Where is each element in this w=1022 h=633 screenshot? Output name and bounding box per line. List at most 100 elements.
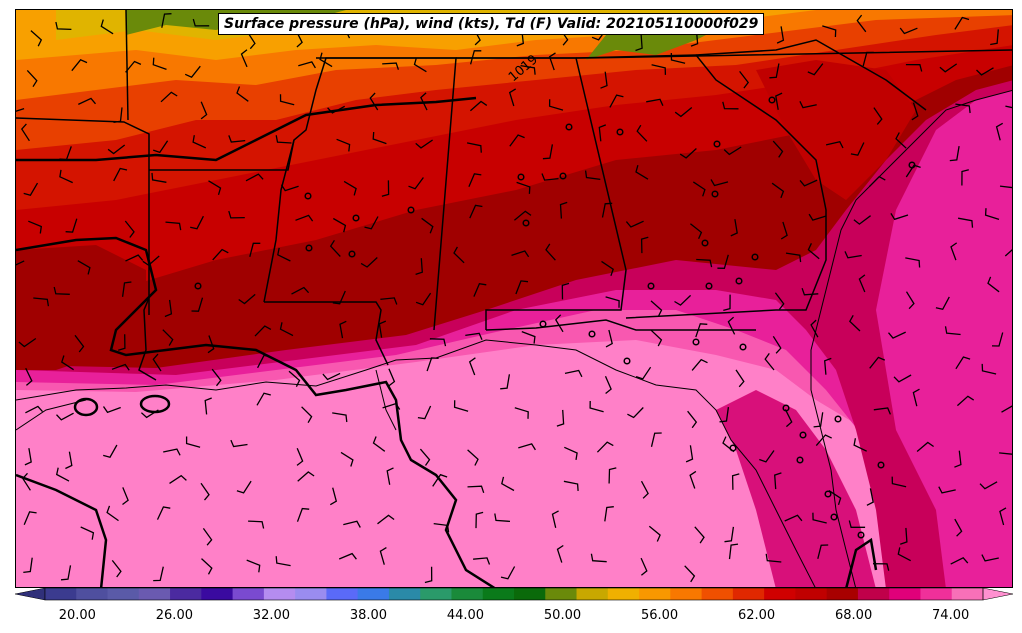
- wind-barb: [382, 402, 401, 410]
- wind-barb: [759, 450, 775, 463]
- florida-magenta: [716, 390, 876, 587]
- wind-barb: [799, 179, 818, 187]
- colorbar-cell: [545, 588, 578, 600]
- station-marker: [407, 206, 415, 214]
- wind-barb: [981, 363, 997, 375]
- wind-barb: [609, 94, 624, 108]
- wind-barb: [279, 322, 294, 337]
- wind-barb: [853, 438, 867, 452]
- wind-barb: [319, 52, 333, 68]
- wind-barb: [257, 354, 272, 369]
- wind-barb: [453, 400, 469, 412]
- wind-barb: [207, 335, 215, 354]
- wind-barb: [59, 169, 73, 184]
- wind-barb: [774, 292, 785, 310]
- colorbar-cell: [201, 588, 234, 600]
- colorbar-tick-label: 20.00: [58, 608, 96, 623]
- wind-barb: [853, 215, 871, 225]
- colorbar-cell: [232, 588, 265, 600]
- wind-barb: [277, 247, 291, 262]
- wind-barb: [501, 476, 515, 492]
- wind-barb: [727, 316, 736, 335]
- wind-barb: [897, 547, 912, 562]
- colorbar-cell: [889, 588, 921, 600]
- station-marker: [352, 214, 360, 222]
- wind-barb: [848, 314, 861, 332]
- wind-barb: [828, 490, 842, 505]
- wind-barb: [152, 57, 167, 71]
- wind-barb: [784, 514, 803, 522]
- wind-barb: [518, 443, 536, 451]
- wind-barb: [873, 407, 891, 415]
- wind-barb: [469, 50, 482, 65]
- station-marker: [799, 431, 807, 439]
- wind-barb: [152, 353, 162, 372]
- wind-barb: [774, 472, 782, 490]
- wind-barb: [905, 164, 921, 178]
- wind-barb: [564, 369, 583, 378]
- wind-barb: [475, 511, 484, 529]
- wind-barb: [601, 202, 613, 218]
- wind-barb: [163, 448, 181, 456]
- station-marker: [559, 172, 567, 180]
- wind-barb: [142, 255, 160, 267]
- station-markers: [194, 96, 916, 539]
- wind-barb: [950, 556, 969, 565]
- wind-barb: [764, 353, 775, 371]
- wind-barb: [26, 69, 38, 88]
- colorbar-cell: [732, 588, 765, 600]
- station-marker: [711, 190, 719, 198]
- wind-barb: [730, 219, 738, 237]
- wind-barb: [246, 559, 261, 573]
- wind-barb: [103, 444, 118, 458]
- wind-barb: [696, 258, 713, 268]
- colorbar-cell: [764, 588, 796, 600]
- wind-barb: [424, 566, 433, 584]
- wind-barb: [65, 451, 73, 470]
- wind-barb: [646, 98, 664, 106]
- colorbar-cell: [295, 588, 327, 600]
- wind-barb: [466, 142, 482, 153]
- wind-barb: [694, 526, 705, 544]
- wind-barb: [164, 299, 173, 318]
- wind-barb: [162, 329, 174, 346]
- wind-barb: [467, 449, 479, 466]
- wind-barb: [509, 134, 525, 147]
- wind-barb: [275, 556, 291, 567]
- wind-barb: [185, 436, 201, 448]
- wind-barb: [769, 63, 780, 79]
- colorbar-cell: [670, 588, 703, 600]
- wind-barb: [382, 62, 400, 70]
- dewpoint-fill-layer: [16, 10, 1012, 587]
- wind-barb: [771, 182, 785, 199]
- colorbar-cell: [576, 588, 609, 600]
- wind-barb: [111, 363, 130, 371]
- wind-barb: [650, 329, 663, 347]
- wind-barb: [589, 400, 604, 413]
- station-marker: [768, 96, 776, 104]
- wind-barb: [191, 297, 204, 312]
- wind-barb: [212, 248, 229, 261]
- wind-barb: [111, 559, 122, 578]
- wind-barb: [184, 65, 201, 79]
- wind-barb: [955, 103, 971, 114]
- wind-barb: [513, 210, 532, 221]
- colorbar-frame: [44, 588, 984, 601]
- isobars: [16, 96, 878, 587]
- wind-barb: [468, 357, 476, 376]
- station-marker: [857, 531, 865, 539]
- wind-barb: [100, 19, 114, 35]
- wind-barb: [245, 173, 264, 182]
- colorbar-tick-label: 56.00: [640, 608, 679, 623]
- wind-barb: [20, 123, 30, 142]
- wind-barb: [785, 252, 802, 263]
- wind-barb: [905, 63, 923, 72]
- wind-barb: [30, 30, 43, 47]
- wind-barb: [56, 412, 74, 421]
- wind-barb: [784, 409, 793, 428]
- wind-barb: [731, 473, 740, 490]
- wind-barb: [848, 520, 866, 528]
- wind-barb: [810, 319, 819, 338]
- wind-barb: [939, 63, 958, 73]
- wind-barb: [494, 513, 511, 523]
